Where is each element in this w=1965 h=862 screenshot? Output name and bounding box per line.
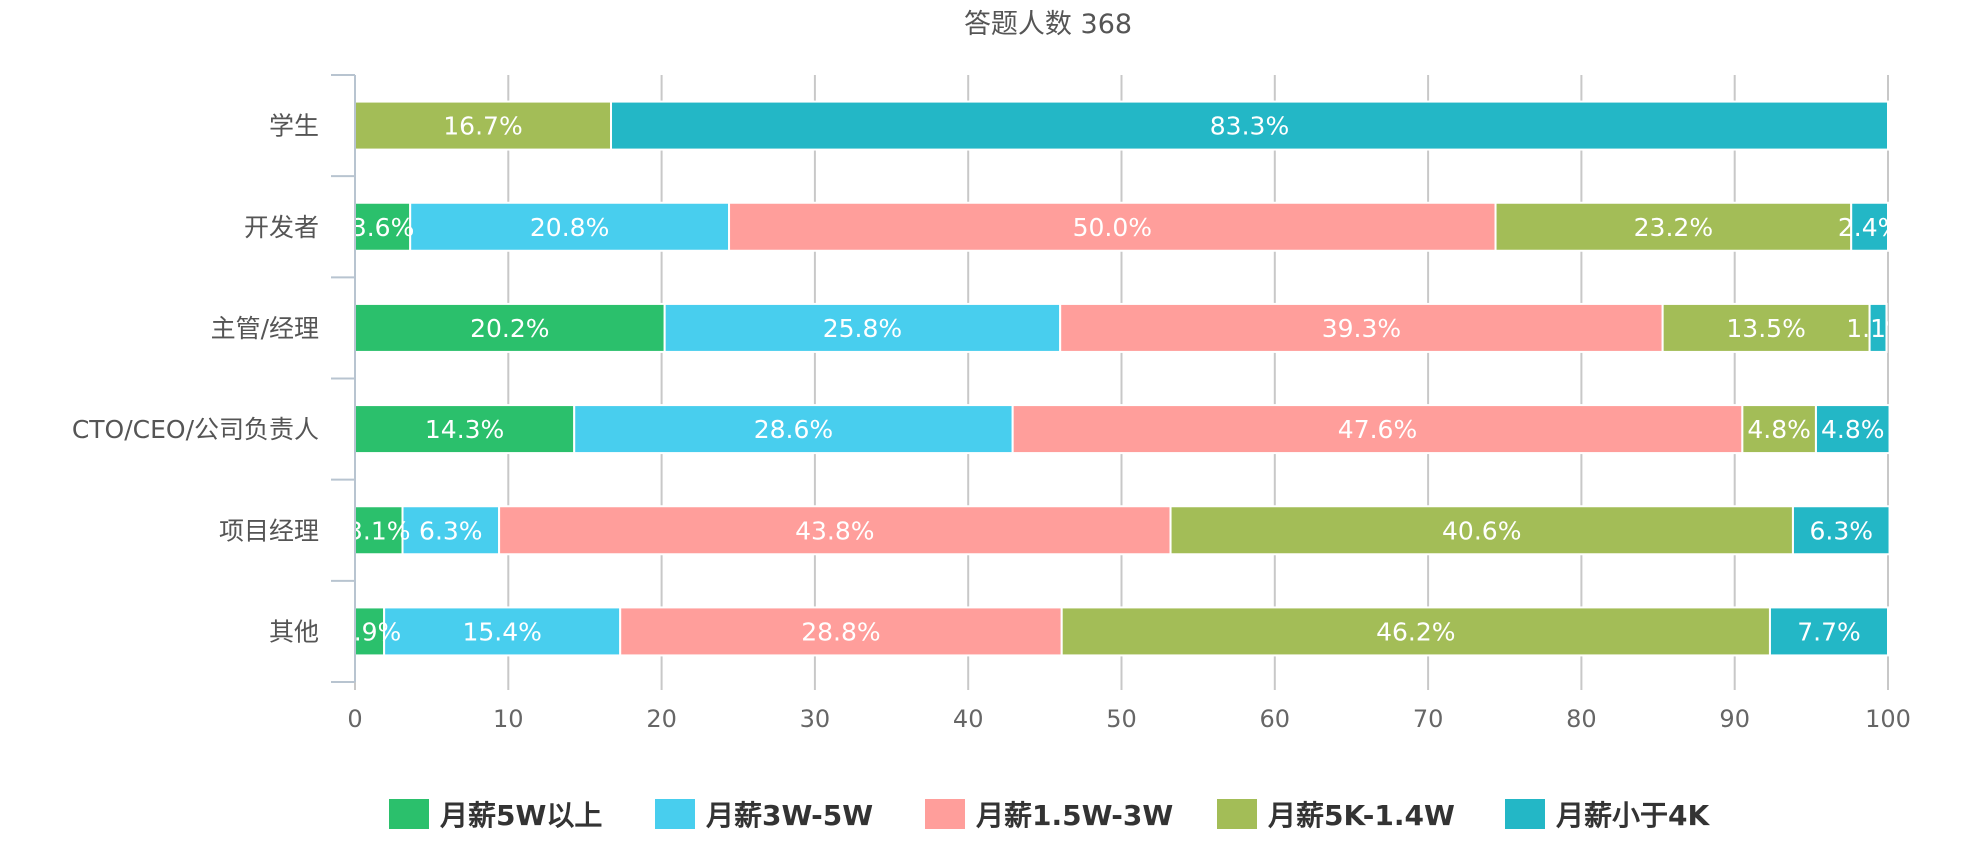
data-label: 39.3% (1322, 314, 1401, 343)
legend-swatch (1505, 799, 1545, 829)
bar-segment[interactable] (383, 606, 622, 657)
bar-segment[interactable] (1494, 201, 1853, 252)
bar-segment[interactable] (663, 302, 1062, 353)
data-label: 25.8% (823, 314, 902, 343)
data-label: 4.8% (1747, 415, 1811, 444)
bar-segment[interactable] (1768, 606, 1889, 657)
x-tick-label: 100 (1865, 705, 1911, 733)
legend-label: 月薪小于4K (1555, 799, 1710, 832)
bar-segment[interactable] (1011, 404, 1744, 455)
legend-label: 月薪5W以上 (439, 799, 602, 832)
x-tick-label: 0 (347, 705, 362, 733)
x-tick-label: 70 (1413, 705, 1444, 733)
x-tick-label: 40 (953, 705, 984, 733)
category-label: 其他 (269, 617, 319, 646)
data-label: 1.9% (338, 617, 402, 646)
data-label: 23.2% (1634, 213, 1713, 242)
legend[interactable]: 月薪5W以上 月薪3W-5W 月薪1.5W-3W 月薪5K-1.4W 月薪小于4K (389, 799, 1710, 832)
bar-segment[interactable] (354, 505, 404, 556)
data-label: 83.3% (1210, 112, 1289, 141)
x-tick-label: 80 (1566, 705, 1597, 733)
data-label: 15.4% (462, 617, 541, 646)
data-label: 1.1% (1846, 314, 1910, 343)
data-label: 3.1% (347, 516, 411, 545)
data-label: 20.8% (530, 213, 609, 242)
data-label: 14.3% (425, 415, 504, 444)
data-label: 40.6% (1442, 516, 1521, 545)
data-label: 6.3% (1809, 516, 1873, 545)
bar-segment[interactable] (1059, 302, 1664, 353)
legend-item[interactable]: 月薪小于4K (1505, 799, 1710, 832)
data-label: 6.3% (419, 516, 483, 545)
bar-segment[interactable] (354, 100, 613, 151)
legend-label: 月薪1.5W-3W (975, 799, 1173, 832)
bar-segment[interactable] (1661, 302, 1871, 353)
bar-segment[interactable] (1814, 404, 1891, 455)
category-label: CTO/CEO/公司负责人 (72, 415, 319, 444)
x-tick-label: 30 (800, 705, 831, 733)
data-label: 16.7% (443, 112, 522, 141)
bar-segment[interactable] (728, 201, 1497, 252)
data-label: 7.7% (1797, 617, 1861, 646)
x-tick-label: 90 (1719, 705, 1750, 733)
bar-segment[interactable] (1791, 505, 1891, 556)
bar-segment[interactable] (1741, 404, 1817, 455)
bar-segment[interactable] (409, 201, 731, 252)
data-label: 13.5% (1726, 314, 1805, 343)
legend-item[interactable]: 月薪3W-5W (655, 799, 873, 832)
legend-item[interactable]: 月薪5W以上 (389, 799, 602, 832)
grid-lines (354, 75, 1889, 682)
data-label: 28.6% (754, 415, 833, 444)
category-label: 主管/经理 (211, 314, 319, 343)
data-label: 3.6% (351, 213, 415, 242)
bar-segment[interactable] (401, 505, 501, 556)
bar-segment[interactable] (1850, 201, 1890, 252)
legend-label: 月薪5K-1.4W (1267, 799, 1455, 832)
legend-item[interactable]: 月薪1.5W-3W (925, 799, 1173, 832)
x-tick-label: 20 (646, 705, 677, 733)
category-label: 项目经理 (219, 516, 319, 545)
data-label: 50.0% (1073, 213, 1152, 242)
data-label: 46.2% (1376, 617, 1455, 646)
legend-swatch (1217, 799, 1257, 829)
bar-labels: 16.7% 83.3% 3.6% 20.8% 50.0% 23.2% 2.4% 20.2% 25… (338, 112, 1910, 647)
legend-item[interactable]: 月薪5K-1.4W (1217, 799, 1455, 832)
bar-segment[interactable] (573, 404, 1014, 455)
data-label: 28.8% (801, 617, 880, 646)
bars (354, 100, 1891, 657)
bar-segment[interactable] (619, 606, 1063, 657)
category-label: 开发者 (244, 213, 319, 242)
data-label: 43.8% (795, 516, 874, 545)
x-tick-label: 60 (1260, 705, 1291, 733)
bar-segment[interactable] (1060, 606, 1771, 657)
bar-segment[interactable] (1169, 505, 1794, 556)
legend-swatch (389, 799, 429, 829)
legend-label: 月薪3W-5W (705, 799, 873, 832)
chart-title: 答题人数 368 (964, 9, 1132, 40)
category-label: 学生 (269, 112, 319, 141)
data-label: 20.2% (470, 314, 549, 343)
bar-segment[interactable] (610, 100, 1889, 151)
legend-swatch (655, 799, 695, 829)
legend-swatch (925, 799, 965, 829)
data-label: 2.4% (1838, 213, 1902, 242)
x-tick-label: 50 (1106, 705, 1137, 733)
x-tick-label: 10 (493, 705, 524, 733)
data-label: 4.8% (1821, 415, 1885, 444)
data-label: 47.6% (1338, 415, 1417, 444)
bar-segment[interactable] (1868, 302, 1888, 353)
